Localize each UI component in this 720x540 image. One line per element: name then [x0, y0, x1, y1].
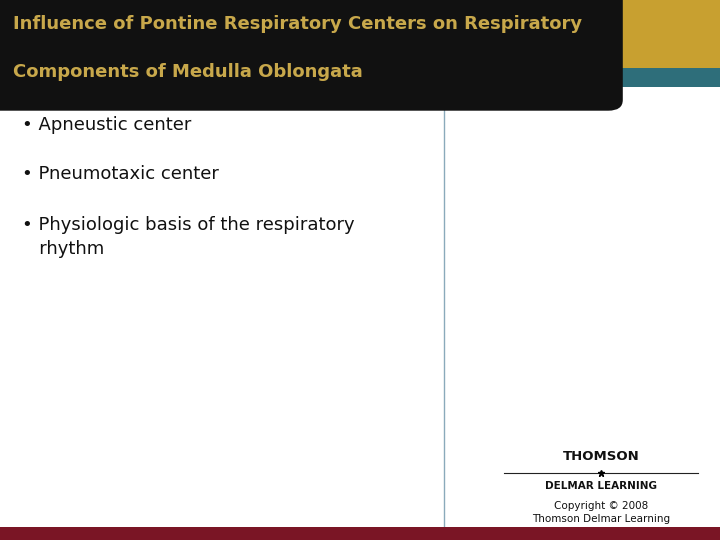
Bar [608, 0, 720, 68]
Text: Copyright © 2008
Thomson Delmar Learning: Copyright © 2008 Thomson Delmar Learning [532, 501, 670, 524]
Text: Components of Medulla Oblongata: Components of Medulla Oblongata [13, 63, 363, 80]
FancyBboxPatch shape [0, 0, 623, 111]
Text: • Pneumotaxic center: • Pneumotaxic center [22, 165, 218, 183]
Bar [0, 526, 720, 540]
Bar [608, 68, 720, 87]
Text: DELMAR LEARNING: DELMAR LEARNING [545, 481, 657, 491]
Text: • Apneustic center: • Apneustic center [22, 116, 191, 134]
Text: THOMSON: THOMSON [563, 450, 639, 463]
Text: Influence of Pontine Respiratory Centers on Respiratory: Influence of Pontine Respiratory Centers… [13, 15, 582, 33]
Text: • Physiologic basis of the respiratory
   rhythm: • Physiologic basis of the respiratory r… [22, 216, 354, 258]
